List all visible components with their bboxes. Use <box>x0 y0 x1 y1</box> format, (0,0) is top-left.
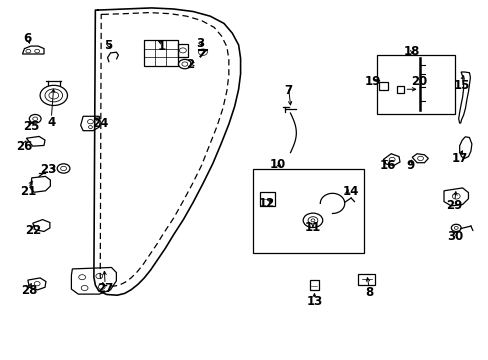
Bar <box>396 86 404 93</box>
Text: 7: 7 <box>284 84 292 97</box>
Text: 21: 21 <box>20 185 37 198</box>
Text: 8: 8 <box>365 286 372 299</box>
Bar <box>260 192 274 206</box>
Text: 12: 12 <box>258 197 274 210</box>
Text: 2: 2 <box>185 58 193 71</box>
Text: 24: 24 <box>92 117 108 130</box>
Text: 25: 25 <box>23 120 40 133</box>
Text: 13: 13 <box>305 295 322 308</box>
Text: 27: 27 <box>97 282 113 295</box>
Bar <box>309 280 319 290</box>
Text: 4: 4 <box>47 116 55 129</box>
Text: 20: 20 <box>410 75 427 87</box>
Text: 26: 26 <box>16 140 33 153</box>
Text: 9: 9 <box>406 159 414 172</box>
Text: 19: 19 <box>364 75 380 87</box>
Text: 15: 15 <box>453 79 469 92</box>
Bar <box>378 82 387 90</box>
Text: 6: 6 <box>24 32 32 45</box>
Text: 16: 16 <box>379 159 395 172</box>
Text: 22: 22 <box>25 224 41 237</box>
Text: 17: 17 <box>450 152 467 165</box>
Bar <box>376 55 454 114</box>
Text: 1: 1 <box>157 40 165 53</box>
Bar <box>144 40 177 66</box>
Text: 28: 28 <box>21 284 38 297</box>
Text: 18: 18 <box>403 45 420 58</box>
Bar <box>357 274 374 285</box>
Text: 11: 11 <box>304 221 321 234</box>
Text: 10: 10 <box>269 158 285 171</box>
Text: 29: 29 <box>446 199 462 212</box>
Bar <box>177 44 188 57</box>
Bar <box>253 169 364 253</box>
Text: 5: 5 <box>104 39 112 51</box>
Text: 30: 30 <box>447 230 463 243</box>
Text: 3: 3 <box>196 37 204 50</box>
Text: 14: 14 <box>342 185 359 198</box>
Text: 23: 23 <box>40 163 56 176</box>
